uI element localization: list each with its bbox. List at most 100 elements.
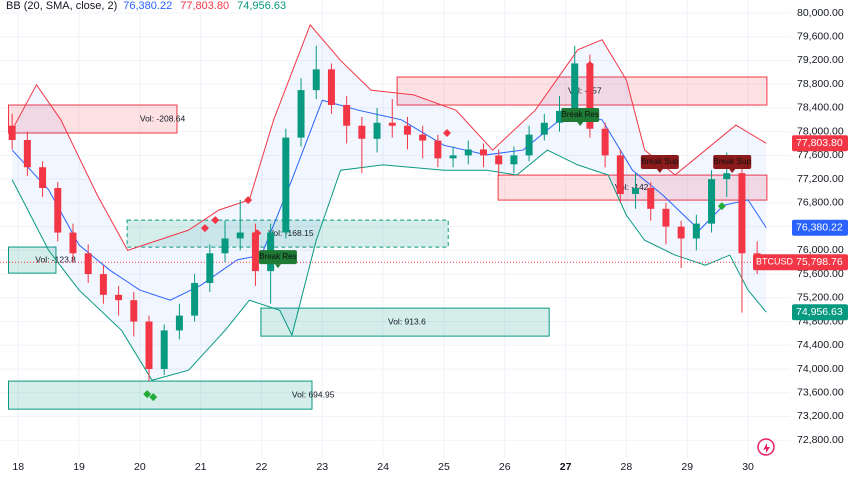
signal-marker — [244, 196, 253, 205]
candle-body — [388, 122, 396, 126]
band-line — [11, 99, 767, 301]
tag — [561, 108, 600, 123]
signal-marker — [717, 202, 726, 211]
candle-body — [434, 140, 442, 159]
x-tick-label: 19 — [73, 461, 85, 473]
candle-body — [556, 110, 564, 123]
candle-body — [571, 63, 579, 111]
candle-body — [327, 69, 335, 105]
symbol-label: BTCUSD — [756, 257, 794, 267]
zone — [8, 104, 178, 134]
candle-body — [145, 321, 153, 369]
y-tick-label: 78,800.00 — [797, 78, 844, 90]
tag — [258, 250, 297, 265]
y-tick-label: 74,400.00 — [797, 339, 844, 351]
zone-label: Vol: -157 — [568, 85, 602, 95]
grid — [0, 0, 790, 458]
signal-marker — [253, 229, 262, 238]
y-tick-label: 76,800.00 — [797, 197, 844, 209]
zone — [8, 246, 57, 274]
candle-body — [708, 179, 716, 224]
x-tick-label: 24 — [377, 461, 389, 473]
candle-body — [586, 63, 594, 129]
y-tick-label: 77,200.00 — [797, 173, 844, 185]
candle-body — [282, 137, 290, 233]
candle-body — [206, 253, 214, 283]
candle-body — [601, 128, 609, 156]
logo-bolt — [763, 443, 770, 453]
y-tick-label: 73,200.00 — [797, 410, 844, 422]
candle-body — [23, 139, 31, 168]
candle-body — [632, 188, 640, 194]
zone-label: Vol: -208.64 — [140, 113, 186, 123]
candle-body — [373, 122, 381, 139]
signal-marker — [149, 393, 158, 402]
candle-body — [464, 149, 472, 156]
candle-body — [54, 188, 62, 233]
x-tick-label: 27 — [560, 461, 572, 473]
x-tick-label: 25 — [438, 461, 450, 473]
tag-pointer — [577, 122, 584, 127]
zone — [260, 307, 550, 337]
x-tick-label: 29 — [681, 461, 693, 473]
x-tick-label: 22 — [256, 461, 268, 473]
signal-marker — [211, 216, 220, 225]
candle-body — [495, 155, 503, 165]
indicator-name: BB (20, SMA, close, 2) — [6, 0, 117, 12]
price-label-box — [792, 135, 848, 152]
candle-body — [84, 253, 92, 275]
x-tick-label: 18 — [12, 461, 24, 473]
candle-body — [723, 173, 731, 180]
zone-label: Vol: -168.15 — [268, 228, 314, 238]
x-tick-label: 21 — [195, 461, 207, 473]
candle-body — [191, 282, 199, 316]
y-tick-label: 74,000.00 — [797, 363, 844, 375]
price-label-box — [792, 304, 848, 321]
logo-icon — [757, 438, 775, 456]
zone — [497, 174, 768, 201]
candle-body — [647, 188, 655, 209]
candle-body — [403, 125, 411, 135]
x-tick-label: 28 — [621, 461, 633, 473]
header-value: 77,803.80 — [180, 0, 229, 12]
x-tick-label: 26 — [499, 461, 511, 473]
y-tick-label: 80,000.00 — [797, 7, 844, 19]
y-tick-label: 79,200.00 — [797, 54, 844, 66]
candle-body — [510, 155, 518, 165]
signal-marker — [585, 61, 594, 70]
axes: 72,800.00 73,200.00 73,600.00 74,000.00 74,4… — [12, 7, 848, 473]
price-label: 74,956.63 — [796, 306, 843, 318]
candle-body — [358, 125, 366, 139]
tag-pointer — [729, 169, 736, 174]
candle-body — [99, 274, 107, 295]
candle-body — [677, 226, 685, 239]
candle-body — [115, 294, 123, 301]
y-tick-label: 75,200.00 — [797, 292, 844, 304]
price-label: 76,380.22 — [796, 222, 843, 234]
tag-label: Break Sup — [714, 157, 752, 166]
y-tick-label: 78,000.00 — [797, 125, 844, 137]
candle-body — [130, 300, 138, 322]
signal-marker — [442, 129, 451, 138]
price-label-box — [792, 219, 848, 236]
y-tick-label: 78,400.00 — [797, 102, 844, 114]
signal-marker — [143, 390, 152, 399]
candle-body — [312, 69, 320, 91]
y-tick-label: 79,600.00 — [797, 31, 844, 43]
candle-body — [160, 330, 168, 369]
tag — [713, 155, 752, 170]
price-label: 77,803.80 — [796, 137, 843, 149]
candle-body — [449, 155, 457, 159]
band-line — [11, 149, 767, 381]
logo — [757, 438, 775, 456]
candle-body — [69, 232, 77, 254]
candle-body — [8, 125, 16, 140]
signal-marker — [200, 224, 209, 233]
candle-body — [39, 167, 47, 189]
y-tick-label: 72,800.00 — [797, 434, 844, 446]
y-tick-label: 76,000.00 — [797, 244, 844, 256]
y-tick-label: 73,600.00 — [797, 387, 844, 399]
header: BB (20, SMA, close, 2) 76,380.22 77,803.8… — [6, 0, 286, 12]
